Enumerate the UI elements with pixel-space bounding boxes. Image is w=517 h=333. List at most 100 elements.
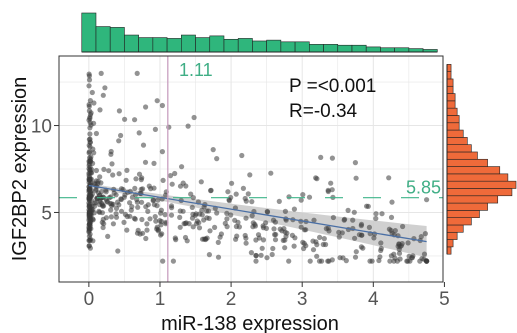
x-tick-label: 1 [155, 289, 166, 310]
data-point [404, 258, 410, 264]
top-hist-bar [252, 40, 267, 53]
data-point [336, 234, 342, 240]
data-point [298, 197, 304, 203]
data-point [386, 175, 392, 181]
data-point [379, 211, 385, 217]
data-point [142, 159, 149, 165]
data-point [182, 220, 188, 227]
data-point [106, 168, 112, 174]
data-point [311, 217, 317, 223]
data-point [88, 188, 95, 194]
data-point [292, 235, 298, 241]
data-point [139, 199, 145, 205]
data-point [336, 229, 342, 235]
top-hist-bar [294, 41, 310, 53]
data-point [158, 207, 164, 213]
top-hist-bar [195, 37, 211, 53]
data-point [140, 142, 147, 148]
data-point [173, 237, 179, 243]
data-point [203, 236, 209, 242]
data-point [145, 202, 151, 208]
data-point [252, 221, 258, 227]
data-point [180, 180, 186, 186]
data-point [249, 213, 255, 219]
data-point [243, 215, 249, 221]
data-point [103, 189, 109, 195]
data-point [147, 216, 153, 222]
data-point [300, 192, 306, 198]
data-point [136, 130, 142, 136]
data-point [337, 255, 343, 261]
data-point [215, 239, 221, 245]
y-tick-label: 5 [41, 203, 52, 224]
data-point [134, 230, 141, 236]
data-point [206, 252, 212, 258]
right-hist-bar [446, 151, 478, 160]
data-point [88, 176, 94, 182]
data-point [166, 124, 172, 130]
data-point [215, 254, 222, 260]
data-point [367, 258, 373, 264]
right-hist-bar [446, 202, 488, 211]
data-point [154, 224, 160, 230]
data-point [342, 216, 348, 222]
data-point [86, 222, 92, 228]
data-point [151, 185, 157, 191]
data-point [134, 70, 140, 76]
data-point [154, 203, 160, 209]
data-point [328, 180, 334, 186]
data-point [280, 237, 286, 243]
data-point [253, 258, 259, 264]
data-point [86, 213, 93, 219]
data-point [240, 185, 246, 191]
data-point [190, 224, 196, 230]
data-point [387, 258, 393, 264]
top-hist-bar [166, 38, 182, 53]
data-point [212, 224, 218, 230]
data-point [108, 194, 114, 200]
right-hist-bar [446, 231, 458, 240]
data-point [392, 228, 398, 234]
plot-panel [58, 55, 444, 283]
top-hist-bar [380, 47, 395, 53]
data-point [86, 228, 92, 234]
data-point [86, 77, 93, 83]
data-point [205, 208, 212, 214]
data-point [118, 208, 125, 214]
data-point [110, 221, 116, 227]
data-point [91, 210, 97, 216]
data-point [352, 254, 359, 260]
data-point [132, 185, 138, 191]
y-median-label: 5.85 [406, 178, 441, 198]
right-hist-bar [446, 217, 472, 226]
data-point [185, 123, 191, 129]
data-point [167, 173, 174, 179]
data-point [122, 192, 128, 198]
right-hist-bar [446, 180, 517, 189]
data-point [100, 203, 106, 209]
data-point [243, 235, 249, 241]
data-point [101, 166, 107, 172]
data-point [93, 130, 99, 137]
data-point [214, 156, 220, 162]
data-point [321, 236, 327, 242]
right-hist-bar [446, 100, 456, 109]
data-point [113, 192, 119, 198]
data-point [350, 217, 356, 223]
data-point [144, 221, 150, 227]
data-point [86, 196, 92, 202]
right-hist-bar [446, 188, 513, 197]
data-point [168, 212, 175, 218]
top-hist-bar [109, 27, 125, 53]
data-point [313, 175, 319, 181]
data-point [91, 150, 97, 156]
data-point [97, 107, 103, 113]
data-point [307, 258, 313, 264]
data-point [121, 219, 127, 225]
data-point [100, 92, 106, 98]
data-point [329, 155, 335, 161]
data-point [190, 195, 196, 201]
top-hist-bar [237, 38, 253, 53]
data-point [239, 152, 245, 159]
data-point [282, 245, 288, 251]
